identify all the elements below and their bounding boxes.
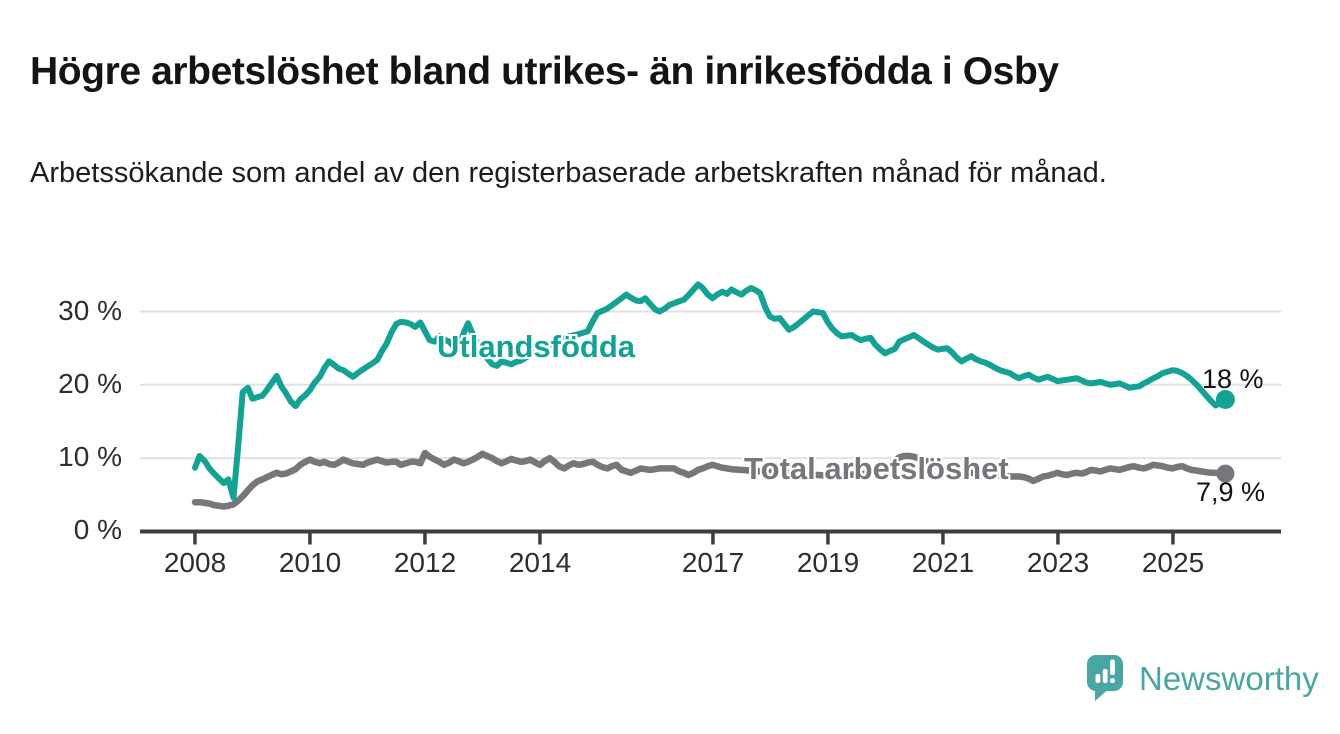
tick-2008 [193,533,197,545]
tick-2010 [308,533,312,545]
end-value-label-total: 7,9 % [1196,477,1266,507]
chart-subtitle: Arbetssökande som andel av den registerb… [30,157,1107,189]
tick-2017 [711,533,715,545]
x-tick-label-2019: 2019 [796,547,860,578]
tick-2021 [941,533,945,545]
y-tick-label-20: 20 % [58,368,122,399]
chart-title: Högre arbetslöshet bland utrikes- än inr… [30,50,1059,94]
x-tick-label-2012: 2012 [393,547,457,578]
newsworthy-logo-icon [1087,655,1123,701]
x-tick-label-2014: 2014 [508,547,572,578]
x-tick-label-2023: 2023 [1026,547,1090,578]
tick-2019 [826,533,830,545]
tick-2025 [1171,533,1175,545]
x-tick-label-2010: 2010 [278,547,342,578]
y-tick-label-0: 0 % [73,514,122,545]
x-tick-label-2017: 2017 [681,547,745,578]
total-arbetsloshet-line [191,449,1229,510]
y-tick-label-30: 30 % [58,295,122,326]
utlandsfodda-line [192,281,1229,501]
x-axis [140,529,1281,545]
end-value-label-utlandsfodda: 18 % [1202,364,1264,394]
tick-2012 [423,533,427,545]
newsworthy-logo-text: Newsworthy [1139,659,1319,697]
x-tick-label-2021: 2021 [911,547,975,578]
total-arbetsloshet-end-dot [1216,464,1235,483]
newsworthy-logo: Newsworthy [1086,654,1319,703]
x-tick-label-2025: 2025 [1141,547,1205,578]
logo-bubble-tail [1095,684,1110,701]
tick-2014 [538,533,542,545]
series-label-total-arbetsloshet: Total arbetslöshet [744,451,1009,486]
x-tick-label-2008: 2008 [163,547,227,578]
y-tick-label-10: 10 % [58,441,122,472]
utlandsfodda-end-dot [1215,390,1235,409]
tick-2023 [1056,533,1060,545]
x-axis-line [140,529,1281,534]
series-label-utlandsfodda: Utlandsfödda [437,329,636,364]
